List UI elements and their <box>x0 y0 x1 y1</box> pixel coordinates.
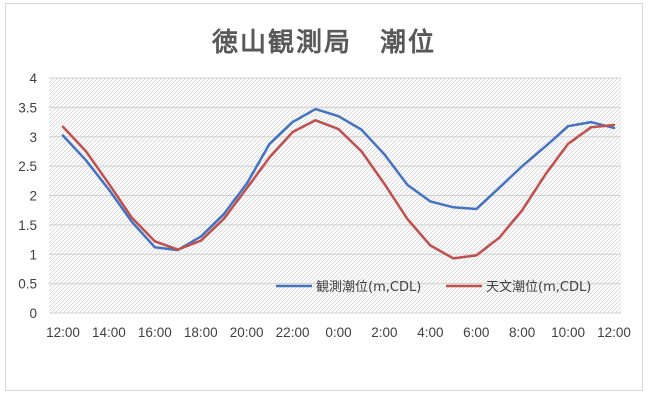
y-tick-label: 1 <box>29 247 37 262</box>
y-tick-label: 3 <box>29 130 37 145</box>
legend-label-1: 観測潮位(m,CDL) <box>316 280 421 295</box>
y-tick-label: 0 <box>29 306 37 321</box>
x-tick-label: 22:00 <box>276 325 310 340</box>
x-tick-label: 12:00 <box>597 325 631 340</box>
chart-title: 徳山観測局 潮位 <box>211 28 436 58</box>
y-tick-label: 3.5 <box>18 100 37 115</box>
y-tick-label: 2 <box>29 189 37 204</box>
x-tick-label: 0:00 <box>325 325 351 340</box>
y-tick-label: 2.5 <box>18 159 37 174</box>
x-tick-label: 2:00 <box>371 325 397 340</box>
x-tick-label: 12:00 <box>46 325 80 340</box>
x-tick-label: 20:00 <box>230 325 264 340</box>
series-line-1 <box>61 107 616 252</box>
x-tick-label: 14:00 <box>92 325 126 340</box>
y-tick-label: 1.5 <box>18 218 37 233</box>
y-tick-label: 0.5 <box>18 277 37 292</box>
series-line-2 <box>61 119 616 260</box>
x-tick-label: 16:00 <box>138 325 172 340</box>
legend-label-2: 天文潮位(m,CDL) <box>486 280 591 295</box>
x-tick-label: 8:00 <box>509 325 535 340</box>
x-tick-label: 4:00 <box>417 325 443 340</box>
x-tick-label: 18:00 <box>184 325 218 340</box>
x-tick-label: 6:00 <box>463 325 489 340</box>
x-tick-label: 10:00 <box>551 325 585 340</box>
y-tick-label: 4 <box>29 71 37 86</box>
